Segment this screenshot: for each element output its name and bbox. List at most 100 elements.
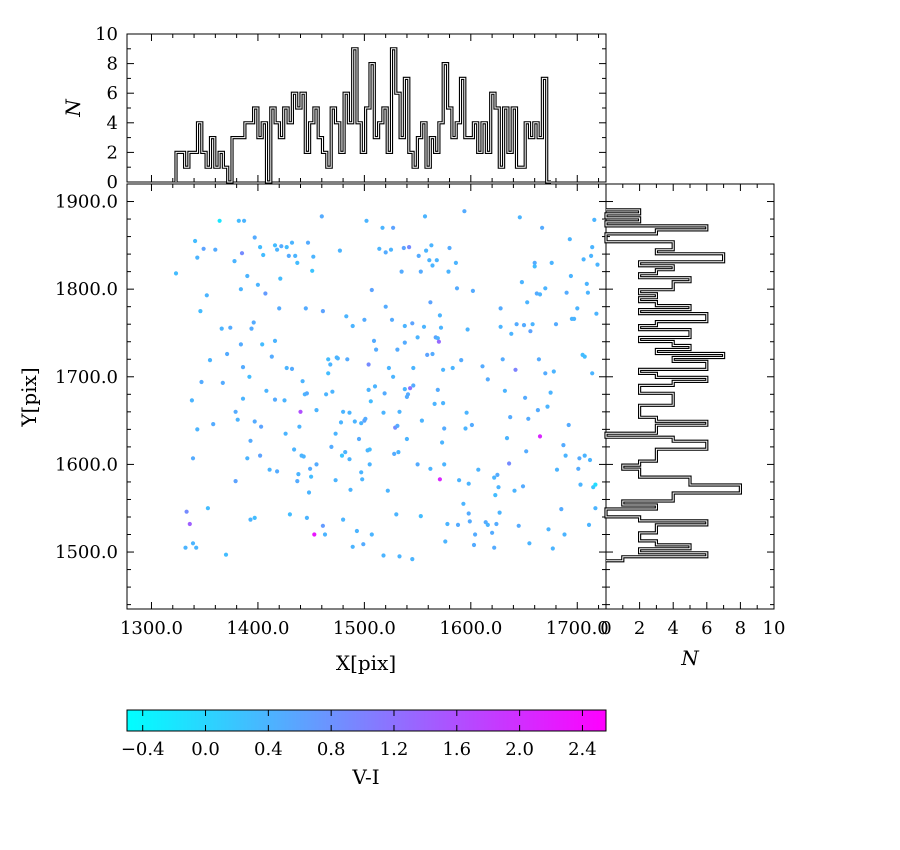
x-histogram-inner-line	[175, 48, 551, 183]
scatter-point	[333, 478, 338, 483]
scatter-point	[470, 288, 475, 293]
colorbar-tick-label: 1.2	[380, 739, 409, 760]
scatter-y-tick-label: 1800.0	[55, 279, 118, 300]
scatter-point	[187, 521, 192, 527]
scatter-point	[238, 342, 243, 347]
scatter-point	[238, 287, 243, 292]
scatter-point	[562, 532, 567, 537]
scatter-point	[347, 410, 352, 415]
scatter-point	[509, 331, 514, 336]
scatter-point	[548, 390, 553, 395]
y-histogram-xlabel: N	[680, 646, 700, 670]
scatter-point	[303, 306, 308, 311]
scatter-point	[326, 371, 331, 376]
scatter-point	[507, 461, 512, 466]
scatter-x-tick-label: 1400.0	[226, 618, 289, 639]
scatter-point	[429, 243, 434, 248]
scatter-point	[497, 510, 502, 515]
scatter-point	[447, 245, 452, 251]
scatter-point	[427, 258, 432, 263]
scatter-point	[437, 477, 442, 482]
scatter-point	[359, 421, 364, 426]
scatter-point	[566, 422, 571, 428]
scatter-point	[330, 389, 335, 394]
scatter-point	[388, 247, 394, 252]
scatter-point	[537, 434, 543, 439]
scatter-point	[395, 347, 400, 352]
scatter-point	[308, 466, 313, 471]
y-histogram-x-ticks: 0 2 4 6 8 10	[600, 184, 785, 639]
y-histogram-x-tick-label: 0	[600, 618, 611, 639]
scatter-point	[328, 362, 333, 367]
scatter-point	[298, 409, 303, 414]
scatter-point	[309, 474, 314, 479]
scatter-point	[322, 532, 328, 537]
scatter-point	[502, 388, 507, 393]
scatter-point	[300, 379, 305, 384]
scatter-point	[348, 487, 353, 492]
scatter-point	[304, 515, 309, 521]
scatter-point	[402, 323, 407, 329]
scatter-point	[401, 245, 406, 251]
scatter-point	[236, 218, 241, 223]
colorbar-tick-label: 1.6	[442, 739, 471, 760]
scatter-point	[199, 379, 204, 385]
scatter-point	[381, 553, 386, 558]
scatter-point	[207, 358, 213, 363]
scatter-point	[190, 456, 196, 461]
scatter-point	[314, 462, 319, 467]
scatter-point	[446, 269, 451, 274]
scatter-point	[492, 545, 497, 550]
scatter-point	[260, 342, 265, 347]
scatter-point	[329, 444, 334, 449]
scatter-point	[441, 401, 446, 406]
scatter-point	[320, 523, 325, 528]
scatter-point	[441, 367, 446, 372]
scatter-point	[245, 456, 250, 461]
scatter-point	[245, 273, 250, 279]
scatter-point	[512, 488, 517, 493]
scatter-point	[476, 467, 481, 472]
x-histogram-ylabel: N	[61, 98, 85, 118]
scatter-point	[582, 354, 587, 359]
scatter-point	[247, 374, 252, 379]
scatter-point	[532, 264, 537, 269]
scatter-point	[272, 338, 278, 343]
colorbar-tick-label: 2.0	[505, 739, 534, 760]
colorbar-tick-label: 2.4	[568, 739, 597, 760]
scatter-point	[546, 527, 551, 532]
scatter-point	[275, 469, 280, 474]
scatter-point	[335, 356, 340, 361]
colorbar-tick-label: 0.0	[191, 739, 220, 760]
scatter-point	[252, 235, 257, 240]
scatter-point	[341, 517, 346, 522]
scatter-frame	[126, 183, 607, 610]
scatter-point	[194, 545, 199, 550]
scatter-point	[589, 253, 594, 258]
x-histogram-y-tick-label: 0	[107, 172, 118, 193]
scatter-point	[436, 339, 441, 344]
scatter-point	[564, 290, 569, 295]
scatter-point	[383, 250, 388, 255]
scatter-point	[459, 358, 464, 363]
scatter-point	[263, 291, 268, 296]
x-histogram-y-tick-label: 8	[107, 54, 118, 75]
scatter-point	[184, 509, 189, 514]
scatter-point	[287, 512, 292, 517]
scatter-y-tick-label: 1700.0	[55, 367, 118, 388]
scatter-point	[594, 311, 599, 316]
scatter-point	[437, 313, 442, 318]
scatter-point	[582, 453, 587, 458]
scatter-points	[173, 209, 600, 562]
scatter-y-tick-label: 1500.0	[55, 542, 118, 563]
scatter-point	[282, 398, 287, 403]
scatter-point	[592, 217, 597, 222]
scatter-point	[217, 218, 222, 223]
scatter-point	[381, 410, 386, 415]
scatter-point	[428, 466, 433, 471]
scatter-point	[297, 424, 302, 429]
scatter-point	[434, 258, 439, 263]
x-histogram-y-tick-label: 10	[95, 24, 118, 45]
scatter-point	[473, 532, 478, 537]
scatter-point	[485, 377, 490, 382]
